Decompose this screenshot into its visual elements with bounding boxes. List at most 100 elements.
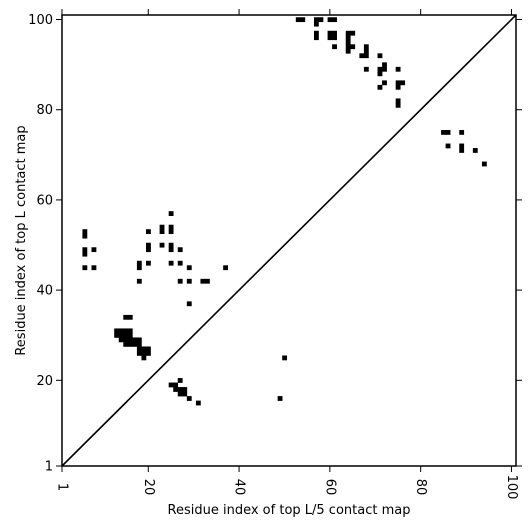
contact-cell-lower: [177, 378, 183, 383]
contact-cell-upper: [327, 30, 333, 36]
x-tick-label: 100: [504, 475, 519, 500]
contact-cell-lower: [177, 391, 183, 397]
y-tick-label: 20: [36, 374, 53, 389]
contact-cell-upper: [332, 17, 337, 23]
contact-cell-upper: [332, 44, 337, 50]
x-axis-label: Residue index of top L/5 contact map: [168, 503, 411, 518]
contact-cell-lower: [136, 351, 142, 356]
contact-cell-lower: [132, 341, 138, 347]
contact-cell-lower: [141, 346, 147, 352]
contact-cell-lower: [114, 328, 120, 334]
contact-cell-upper: [327, 17, 333, 23]
contact-cell-lower: [123, 337, 129, 343]
contact-cell-upper: [318, 17, 324, 23]
contact-cell-lower: [168, 260, 174, 266]
contact-cell-upper: [445, 143, 451, 149]
contact-cell-upper: [313, 17, 319, 23]
contact-cell-upper: [313, 35, 319, 41]
contact-cell-lower: [186, 301, 192, 307]
contact-cell-lower: [159, 229, 165, 235]
contact-cell-lower: [177, 260, 183, 266]
contact-cell-lower: [205, 278, 210, 284]
contact-cell-lower: [127, 332, 133, 338]
contact-cell-lower: [168, 242, 174, 248]
contact-cell-lower: [173, 382, 179, 388]
contact-cell-upper: [345, 35, 351, 41]
contact-cell-upper: [300, 17, 306, 23]
contact-cell-lower: [168, 229, 174, 235]
plot-frame: [61, 14, 517, 467]
contact-cell-lower: [168, 382, 174, 388]
contact-cell-lower: [186, 278, 192, 284]
contact-cell-upper: [377, 71, 383, 77]
contact-cell-lower: [136, 346, 142, 352]
contact-cell-upper: [472, 148, 478, 153]
contact-cell-upper: [327, 35, 333, 41]
contact-cell-lower: [114, 332, 120, 338]
contact-cell-upper: [395, 84, 401, 90]
contact-cell-lower: [145, 242, 151, 248]
contact-cell-lower: [118, 337, 124, 343]
contact-cell-upper: [332, 35, 337, 41]
contact-cells: [82, 17, 487, 406]
contact-cell-upper: [459, 130, 465, 135]
contact-cell-upper: [395, 102, 401, 108]
x-tick-label: 60: [322, 479, 337, 496]
y-tick-label: 80: [36, 103, 53, 118]
contact-cell-upper: [382, 62, 387, 68]
contact-cell-lower: [127, 314, 133, 320]
contact-cell-upper: [395, 66, 401, 72]
contact-cell-upper: [459, 143, 465, 149]
contact-cell-lower: [123, 341, 129, 347]
contact-cell-upper: [359, 53, 365, 59]
contact-cell-lower: [186, 396, 192, 401]
diagonal-line: [61, 14, 517, 467]
contact-cell-lower: [200, 278, 206, 284]
contact-cell-lower: [177, 247, 183, 253]
y-tick-label: 60: [36, 193, 53, 208]
contact-cell-lower: [145, 351, 151, 356]
contact-cell-lower: [82, 265, 88, 271]
contact-cell-upper: [377, 84, 383, 90]
contact-cell-lower: [159, 224, 165, 230]
contact-cell-upper: [363, 53, 369, 59]
contact-cell-upper: [481, 161, 487, 167]
contact-cell-lower: [136, 337, 142, 343]
contact-cell-upper: [459, 148, 465, 153]
contact-cell-upper: [363, 66, 369, 72]
contact-cell-upper: [441, 130, 446, 135]
contact-cell-upper: [382, 66, 387, 72]
contact-cell-lower: [127, 337, 133, 343]
contact-cell-lower: [182, 391, 188, 397]
contact-cell-lower: [91, 265, 97, 271]
contact-cell-lower: [223, 265, 229, 271]
contact-cell-lower: [168, 247, 174, 253]
contact-cell-lower: [136, 265, 142, 271]
contact-cell-lower: [123, 332, 129, 338]
contact-cell-lower: [182, 387, 188, 392]
contact-cell-upper: [400, 80, 406, 86]
contact-cell-lower: [82, 229, 88, 235]
contact-cell-lower: [195, 400, 201, 406]
contact-cell-lower: [145, 247, 151, 253]
contact-cell-lower: [141, 351, 147, 356]
contact-cell-lower: [136, 278, 142, 284]
contact-cell-lower: [177, 387, 183, 392]
contact-cell-upper: [313, 21, 319, 27]
contact-cell-lower: [118, 328, 124, 334]
x-tick-label: 80: [413, 479, 428, 496]
contact-cell-upper: [395, 98, 401, 104]
contact-cell-upper: [363, 44, 369, 50]
contact-cell-upper: [377, 66, 383, 72]
contact-cell-lower: [145, 346, 151, 352]
contact-cell-upper: [350, 30, 356, 36]
contact-cell-lower: [177, 278, 183, 284]
x-tick-label: 1: [55, 483, 70, 491]
contact-cell-lower: [168, 211, 174, 216]
contact-cell-upper: [345, 39, 351, 45]
contact-cell-lower: [145, 229, 151, 235]
contact-cell-lower: [82, 247, 88, 253]
contact-cell-lower: [282, 355, 288, 361]
